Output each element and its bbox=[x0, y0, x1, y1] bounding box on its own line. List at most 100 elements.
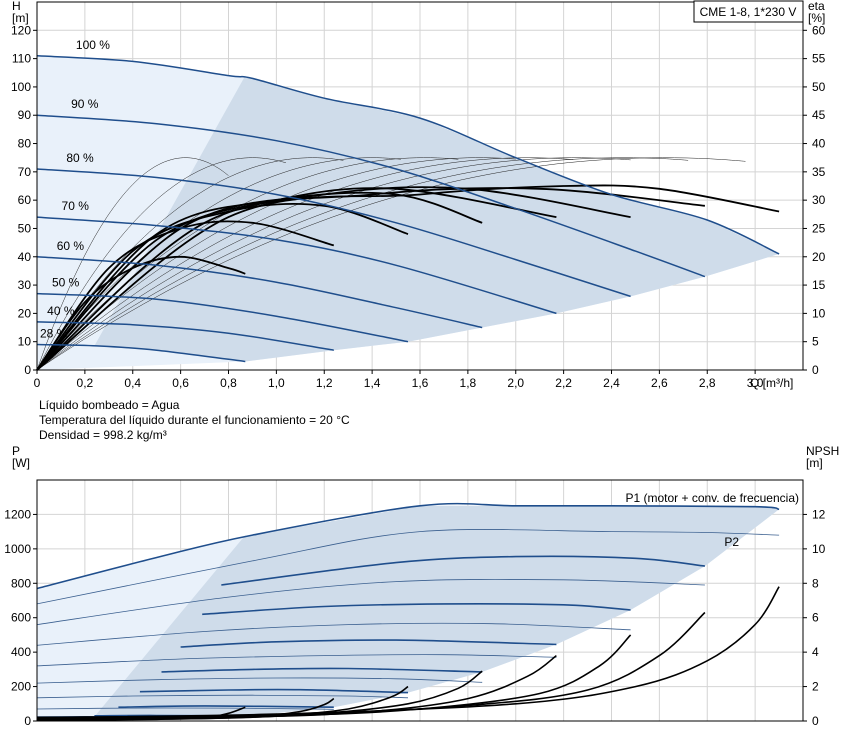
y-tick-label: 30 bbox=[18, 278, 32, 292]
x-tick-label: 3,0 bbox=[747, 376, 764, 390]
y2-tick-label: 25 bbox=[812, 221, 826, 235]
y2-tick-label: 55 bbox=[812, 52, 826, 66]
p-axis-label: P bbox=[12, 444, 20, 458]
x-tick-label: 0 bbox=[34, 376, 41, 390]
y2-tick-label: 10 bbox=[812, 306, 826, 320]
x-tick-label: 2,8 bbox=[699, 376, 716, 390]
y2-tick-label: 5 bbox=[812, 335, 819, 349]
eta-reference-curve bbox=[36, 157, 631, 371]
x-tick-label: 0,4 bbox=[124, 376, 141, 390]
y2-tick-label: 20 bbox=[812, 250, 826, 264]
y-tick-label: 60 bbox=[18, 193, 32, 207]
x-axis-label: Q [m³/h] bbox=[750, 376, 793, 390]
p-tick-label: 600 bbox=[11, 611, 31, 625]
y-axis-label: [m] bbox=[12, 11, 29, 25]
y2-tick-label: 60 bbox=[812, 23, 826, 37]
p1-curve bbox=[221, 555, 705, 586]
info-pumped-liquid: Líquido bombeado = Agua bbox=[39, 398, 180, 412]
npsh-curve bbox=[36, 706, 246, 721]
p1-curve bbox=[118, 705, 334, 708]
y-tick-label: 110 bbox=[12, 52, 31, 66]
head-curve bbox=[36, 216, 557, 315]
eta-curve bbox=[36, 220, 335, 371]
y-tick-label: 100 bbox=[11, 80, 31, 94]
p1-curve bbox=[180, 639, 557, 648]
x-tick-label: 0,6 bbox=[172, 376, 189, 390]
x-tick-label: 0,8 bbox=[220, 376, 237, 390]
y-tick-label: 70 bbox=[18, 165, 32, 179]
speed-label: 80 % bbox=[66, 151, 94, 165]
x-tick-label: 0,2 bbox=[77, 376, 94, 390]
speed-label: 100 % bbox=[76, 38, 110, 52]
x-tick-label: 1,2 bbox=[316, 376, 333, 390]
p-tick-label: 1000 bbox=[4, 542, 31, 556]
y-tick-label: 0 bbox=[24, 363, 31, 377]
x-tick-label: 2,2 bbox=[555, 376, 572, 390]
speed-label: 40 % bbox=[47, 304, 75, 318]
p2-curve bbox=[36, 578, 705, 625]
p-tick-label: 400 bbox=[11, 645, 31, 659]
npsh-tick-label: 2 bbox=[812, 680, 819, 694]
speed-label: 28 % bbox=[40, 327, 68, 341]
p2-curve bbox=[36, 622, 631, 646]
y2-axis-label: eta bbox=[808, 0, 825, 13]
y-tick-label: 20 bbox=[18, 306, 32, 320]
x-tick-label: 1,0 bbox=[268, 376, 285, 390]
y-tick-label: 120 bbox=[11, 23, 31, 37]
bottom-plot-frame bbox=[36, 479, 804, 722]
eta-curve bbox=[36, 184, 780, 371]
eta-reference-curve bbox=[36, 157, 287, 371]
head-curve bbox=[36, 343, 246, 363]
npsh-axis-label: NPSH bbox=[806, 444, 839, 458]
y-tick-label: 40 bbox=[18, 250, 32, 264]
head-curve bbox=[36, 256, 483, 329]
p1-curve bbox=[161, 667, 483, 673]
y2-tick-label: 40 bbox=[812, 137, 826, 151]
p-axis-label: [W] bbox=[12, 456, 30, 470]
p2-curve bbox=[36, 707, 334, 710]
p2-curve bbox=[36, 694, 409, 699]
speed-label: 70 % bbox=[62, 199, 90, 213]
eta-curve bbox=[36, 203, 409, 371]
p1-curve bbox=[202, 603, 631, 616]
npsh-tick-label: 8 bbox=[812, 576, 819, 590]
head-curve bbox=[36, 292, 409, 343]
head-curve bbox=[36, 114, 706, 278]
eta-reference-curve bbox=[36, 157, 746, 371]
head-curve bbox=[36, 55, 780, 255]
eta-reference-curve bbox=[36, 157, 401, 371]
head-curve bbox=[36, 321, 334, 351]
y-tick-label: 90 bbox=[18, 108, 32, 122]
p1-curve bbox=[139, 688, 409, 694]
info-liquid-temperature: Temperatura del líquido durante el funci… bbox=[39, 413, 350, 427]
x-tick-label: 1,4 bbox=[364, 376, 381, 390]
speed-label: 90 % bbox=[71, 97, 99, 111]
npsh-tick-label: 10 bbox=[812, 542, 826, 556]
info-density: Densidad = 998.2 kg/m³ bbox=[39, 428, 167, 442]
y2-axis-label: [%] bbox=[808, 11, 825, 25]
x-tick-label: 1,8 bbox=[460, 376, 477, 390]
pump-model-title: CME 1-8, 1*230 V bbox=[700, 5, 797, 19]
head-curve bbox=[36, 168, 631, 298]
npsh-tick-label: 12 bbox=[812, 507, 826, 521]
p-tick-label: 0 bbox=[24, 714, 31, 728]
y-tick-label: 50 bbox=[18, 221, 32, 235]
p2-curve bbox=[36, 677, 483, 684]
y2-tick-label: 30 bbox=[812, 193, 826, 207]
speed-label: 50 % bbox=[52, 276, 80, 290]
y-tick-label: 10 bbox=[18, 335, 32, 349]
eta-reference-curve bbox=[36, 157, 229, 371]
npsh-tick-label: 6 bbox=[812, 611, 819, 625]
p-tick-label: 200 bbox=[11, 680, 31, 694]
x-tick-label: 2,0 bbox=[507, 376, 524, 390]
x-tick-label: 2,4 bbox=[603, 376, 620, 390]
npsh-axis-label: [m] bbox=[806, 456, 823, 470]
y-tick-label: 80 bbox=[18, 137, 32, 151]
y2-tick-label: 0 bbox=[812, 363, 819, 377]
y-axis-label: H bbox=[12, 0, 21, 13]
p-tick-label: 800 bbox=[11, 576, 31, 590]
p2-curve bbox=[36, 529, 780, 605]
y2-tick-label: 50 bbox=[812, 80, 826, 94]
eta-curve bbox=[36, 186, 631, 371]
